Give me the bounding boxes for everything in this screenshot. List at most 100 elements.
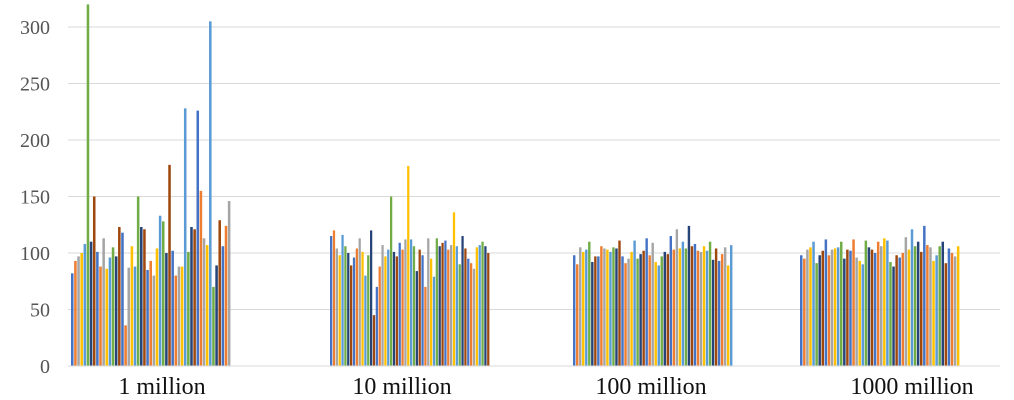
bar bbox=[941, 241, 945, 366]
bar bbox=[861, 264, 865, 366]
bar bbox=[594, 256, 597, 366]
bar bbox=[361, 251, 364, 366]
bar bbox=[926, 245, 929, 366]
bar bbox=[447, 249, 450, 366]
bar bbox=[227, 201, 231, 366]
bar bbox=[726, 265, 730, 366]
bar bbox=[338, 255, 341, 366]
bar bbox=[714, 248, 718, 366]
bar bbox=[723, 247, 727, 366]
bar bbox=[711, 259, 715, 366]
bar bbox=[199, 190, 203, 366]
bar bbox=[840, 241, 843, 366]
bar bbox=[202, 238, 206, 366]
bar bbox=[398, 242, 401, 366]
bar bbox=[77, 256, 80, 366]
bar bbox=[624, 263, 627, 366]
bar bbox=[870, 249, 874, 366]
bar bbox=[833, 248, 837, 366]
bar bbox=[332, 230, 336, 366]
bar bbox=[708, 241, 712, 366]
bar bbox=[947, 248, 951, 366]
bar bbox=[424, 286, 427, 366]
bar bbox=[218, 220, 221, 366]
bar bbox=[895, 255, 898, 366]
bar bbox=[916, 241, 920, 366]
bar bbox=[687, 225, 691, 366]
bar bbox=[910, 229, 914, 366]
bar bbox=[121, 232, 124, 366]
bar bbox=[824, 239, 828, 366]
y-tick-label: 0 bbox=[40, 356, 50, 378]
bar bbox=[645, 238, 648, 366]
bar bbox=[470, 263, 473, 366]
bar bbox=[681, 241, 685, 366]
bar bbox=[187, 251, 190, 366]
bar bbox=[212, 286, 215, 366]
bar bbox=[920, 251, 923, 366]
bar bbox=[609, 251, 612, 366]
bar bbox=[390, 196, 393, 366]
bar bbox=[99, 266, 102, 366]
bar bbox=[467, 258, 470, 366]
bar bbox=[165, 253, 168, 366]
bar bbox=[92, 196, 96, 366]
bar bbox=[606, 249, 609, 366]
bar bbox=[111, 247, 115, 366]
bar bbox=[672, 249, 676, 366]
bar bbox=[444, 240, 447, 366]
bar bbox=[71, 273, 74, 366]
bar bbox=[904, 237, 908, 366]
bar bbox=[83, 243, 87, 366]
bar bbox=[401, 249, 404, 366]
bar bbox=[392, 251, 396, 366]
bar bbox=[717, 260, 721, 366]
bar bbox=[196, 110, 200, 367]
bar bbox=[852, 239, 855, 366]
bar bbox=[96, 251, 99, 366]
bar bbox=[475, 247, 478, 366]
bar bbox=[889, 262, 892, 366]
bar bbox=[130, 246, 134, 366]
bar bbox=[481, 241, 484, 366]
x-tick-label: 1000 million bbox=[850, 374, 973, 400]
x-tick-label: 10 million bbox=[352, 374, 451, 400]
bar bbox=[355, 248, 358, 366]
y-tick-label: 250 bbox=[20, 74, 50, 96]
bar bbox=[450, 245, 453, 366]
bar bbox=[330, 236, 333, 366]
bar bbox=[455, 246, 458, 366]
x-tick-label: 100 million bbox=[595, 374, 706, 400]
bar bbox=[133, 266, 137, 366]
bar bbox=[478, 245, 481, 366]
bar bbox=[702, 246, 706, 366]
bar bbox=[636, 258, 639, 366]
bar bbox=[407, 165, 410, 366]
bar bbox=[205, 245, 209, 366]
y-tick-label: 200 bbox=[20, 130, 50, 152]
bar bbox=[415, 271, 418, 366]
bar bbox=[944, 263, 948, 366]
bar bbox=[901, 253, 905, 366]
bar bbox=[410, 239, 413, 366]
bar bbox=[350, 265, 353, 366]
bar bbox=[105, 268, 109, 366]
bar bbox=[344, 246, 347, 366]
bar bbox=[720, 254, 724, 366]
bar bbox=[168, 164, 171, 366]
bar bbox=[190, 227, 193, 366]
bar bbox=[464, 248, 467, 366]
bar bbox=[158, 215, 162, 366]
bar bbox=[591, 262, 594, 366]
bar bbox=[576, 264, 579, 366]
bar bbox=[370, 230, 373, 366]
bar bbox=[806, 249, 809, 366]
bar bbox=[929, 247, 932, 366]
bar bbox=[843, 258, 846, 366]
bar bbox=[224, 225, 228, 366]
bar bbox=[381, 245, 384, 366]
bar bbox=[803, 258, 806, 366]
bar bbox=[136, 196, 140, 366]
bar bbox=[815, 263, 818, 366]
